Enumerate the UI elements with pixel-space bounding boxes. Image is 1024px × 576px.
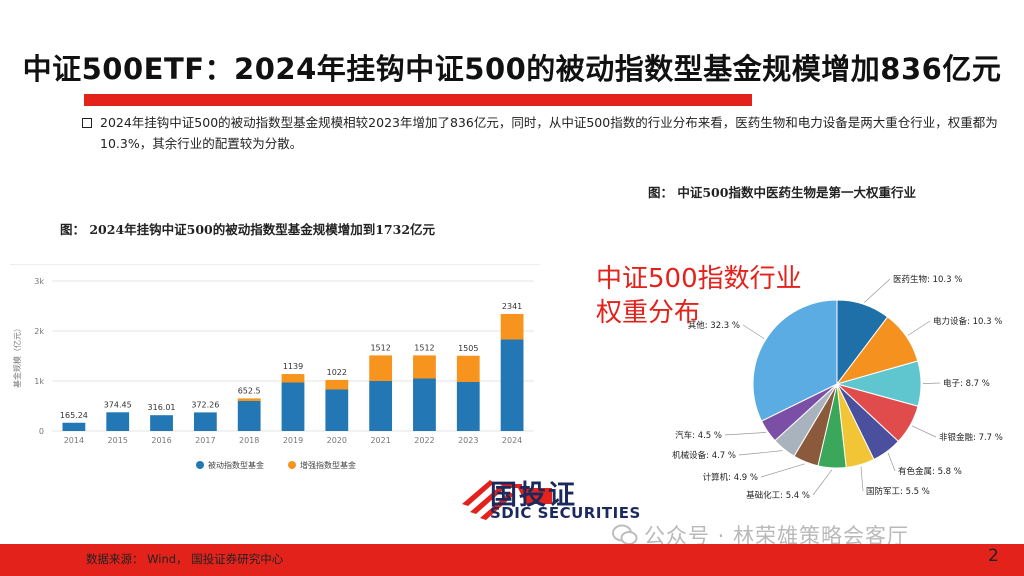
pie-slice-label: 医药生物: 10.3 % xyxy=(893,274,962,285)
bar-value-label: 374.45 xyxy=(104,400,132,409)
x-tick-label: 2024 xyxy=(502,436,522,445)
bar-segment xyxy=(413,378,436,431)
pie-chart: 医药生物: 10.3 % 电力设备: 10.3 % 电子: 8.7 % 非银金融: 7… xyxy=(672,274,1003,501)
pie-slice-label: 其他: 32.3 % xyxy=(688,320,740,331)
bar-segment xyxy=(369,355,393,381)
bullet-marker xyxy=(82,118,92,128)
pie-leader-line xyxy=(742,324,765,339)
bar-chart: 0 1k 2k 3k 基金规模（亿元） 165.24 2014 374.45 2015 316.0… xyxy=(12,277,534,470)
bar-segment xyxy=(413,355,436,379)
bar-segment xyxy=(500,313,524,340)
x-tick-label: 2017 xyxy=(195,436,215,445)
bar-value-label: 1512 xyxy=(414,343,434,352)
bar-segment xyxy=(281,382,305,431)
pie-slice-label: 基础化工: 5.4 % xyxy=(746,490,810,501)
x-tick-label: 2022 xyxy=(414,436,434,445)
bar-segment xyxy=(281,374,305,383)
pie-title-line-2: 权重分布 xyxy=(596,298,701,328)
pie-leader-line xyxy=(760,463,805,478)
x-tick-label: 2020 xyxy=(327,436,347,445)
bar-segment xyxy=(150,415,173,431)
pie-slice-label: 汽车: 4.5 % xyxy=(675,430,722,441)
pie-slice-label: 电力设备: 10.3 % xyxy=(933,316,1002,327)
bar-segment xyxy=(237,401,261,431)
pie-slice-label: 非银金融: 7.7 % xyxy=(939,432,1003,443)
bar-segment xyxy=(325,389,349,431)
pie-slice-label: 机械设备: 4.7 % xyxy=(672,450,736,461)
logo-english-name: SDIC SECURITIES xyxy=(490,504,641,522)
title-underline xyxy=(84,94,752,106)
bar-chart-panel: 0 1k 2k 3k 基金规模（亿元） 165.24 2014 374.45 2015 316.0… xyxy=(10,264,540,480)
bar-value-label: 1139 xyxy=(283,362,303,371)
y-axis-label: 基金规模（亿元） xyxy=(12,324,22,388)
legend-label: 被动指数型基金 xyxy=(208,460,264,470)
pie-title-line-1: 中证500指数行业 xyxy=(596,264,802,294)
legend-marker xyxy=(288,461,296,469)
sdic-logo-icon xyxy=(462,480,552,520)
y-tick-label: 2k xyxy=(34,327,44,336)
x-tick-label: 2021 xyxy=(370,436,390,445)
slide-title: 中证500ETF：2024年挂钩中证500的被动指数型基金规模增加836亿元 xyxy=(22,52,1002,86)
pie-leader-line xyxy=(907,320,931,336)
pie-caption: 图： 中证500指数中医药生物是第一大权重行业 xyxy=(648,185,916,200)
pie-slice-label: 有色金属: 5.8 % xyxy=(898,466,962,477)
pie-leader-line xyxy=(922,382,941,384)
bar-segment xyxy=(325,379,349,390)
bar-value-label: 1505 xyxy=(458,344,478,353)
bar-segment xyxy=(500,339,524,431)
y-tick-label: 1k xyxy=(34,377,44,386)
wechat-icon xyxy=(612,524,638,545)
x-tick-label: 2016 xyxy=(151,436,171,445)
bar-value-label: 372.26 xyxy=(191,400,219,409)
pie-slice-label: 电子: 8.7 % xyxy=(943,378,990,389)
bar-value-label: 316.01 xyxy=(148,403,176,412)
legend-marker xyxy=(196,461,204,469)
bar-segment xyxy=(193,412,217,431)
logo-chinese-name: 国投证 xyxy=(490,480,577,511)
x-tick-label: 2023 xyxy=(458,436,478,445)
bar-caption: 图： 2024年挂钩中证500的被动指数型基金规模增加到1732亿元 xyxy=(60,222,436,237)
bar-value-label: 165.24 xyxy=(60,411,88,420)
bar-segment xyxy=(369,381,393,431)
bar-segment xyxy=(456,355,480,382)
bar-value-label: 1022 xyxy=(327,368,347,377)
bar-segment xyxy=(456,382,480,431)
pie-slice xyxy=(752,299,838,422)
pie-leader-line xyxy=(887,453,896,472)
pie-leader-line xyxy=(812,469,833,496)
bar-segment xyxy=(106,412,130,431)
pie-leader-line xyxy=(738,450,783,456)
summary-bullet: 2024年挂钩中证500的被动指数型基金规模相较2023年增加了836亿元，同时… xyxy=(100,115,998,151)
bar-segment xyxy=(62,422,86,431)
y-tick-label: 0 xyxy=(39,427,44,436)
y-tick-label: 3k xyxy=(34,277,44,286)
pie-slice-label: 国防军工: 5.5 % xyxy=(866,486,930,497)
pie-slice-label: 计算机: 4.9 % xyxy=(703,472,758,483)
footer-bar xyxy=(0,544,1024,576)
bar-value-label: 1512 xyxy=(370,343,390,352)
bar-value-label: 652.5 xyxy=(238,386,261,395)
pie-leader-line xyxy=(724,432,766,436)
bar-value-label: 2341 xyxy=(502,302,522,311)
bar-segment xyxy=(237,398,261,401)
pie-leader-line xyxy=(911,425,937,438)
x-tick-label: 2015 xyxy=(108,436,128,445)
pie-leader-line xyxy=(860,466,864,492)
x-tick-label: 2014 xyxy=(64,436,84,445)
page-number: 2 xyxy=(988,546,999,566)
x-tick-label: 2019 xyxy=(283,436,303,445)
pie-leader-line xyxy=(864,278,891,303)
data-source: 数据来源： Wind， 国投证券研究中心 xyxy=(86,552,284,566)
x-tick-label: 2018 xyxy=(239,436,259,445)
legend-label: 增强指数型基金 xyxy=(300,460,356,470)
pie-chart-title: 中证500指数行业 权重分布 xyxy=(596,262,802,330)
